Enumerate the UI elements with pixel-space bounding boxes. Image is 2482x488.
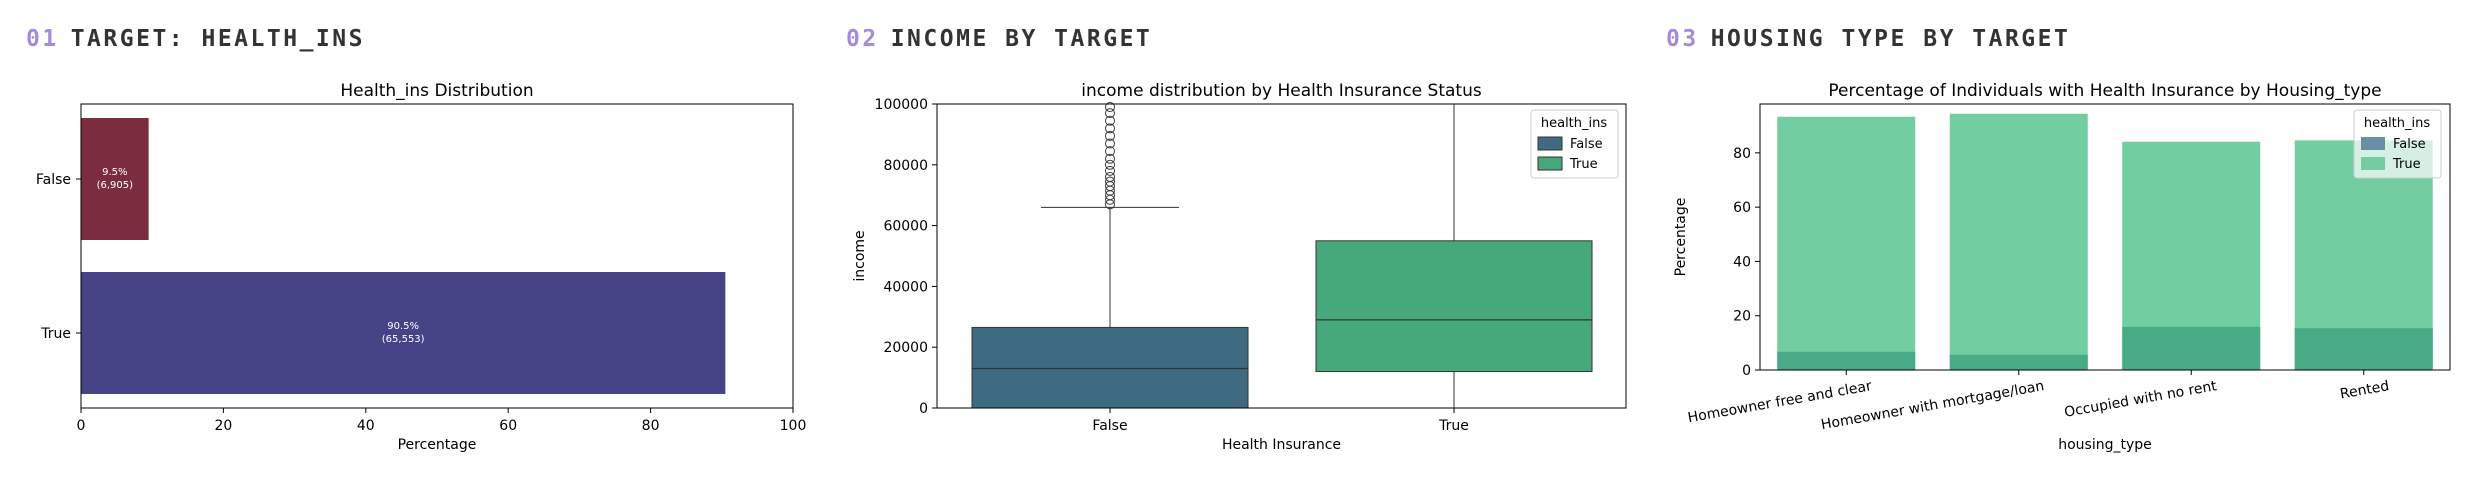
panel-income: 02 INCOME BY TARGET income distribution b… [820,0,1646,488]
outlier-point [1105,108,1115,119]
x-tick-label: False [1092,418,1127,434]
bar-false [1949,354,2088,370]
plot-frame [936,103,1627,409]
legend-title: health_ins [2364,116,2431,131]
chart-title: Health_ins Distribution [340,81,533,101]
y-tick-label: 60 [1733,200,1751,216]
y-tick-label: 20000 [883,340,928,356]
x-tick-label: True [1438,418,1469,434]
outlier-point [1105,123,1115,134]
outlier-point [1105,102,1115,113]
x-tick-label: 80 [642,418,660,434]
bar-true [1777,116,1916,370]
housing-type-bar-chart: Percentage of Individuals with Health In… [1673,81,2451,453]
x-tick-label: Rented [2339,378,2391,402]
x-tick-label: Occupied with no rent [2063,378,2218,421]
panel-housing: 03 HOUSING TYPE BY TARGET Percentage of I… [1640,0,2482,488]
y-tick-label: 60000 [883,219,928,235]
y-tick-label: 0 [919,401,928,417]
chart-title: Percentage of Individuals with Health In… [1828,81,2381,101]
outlier-point [1105,159,1115,170]
bar-label-count: (65,553) [382,334,425,345]
section-header-1: 01 TARGET: HEALTH_INS [26,26,365,52]
bar-label-count: (6,905) [97,180,134,191]
panel-health-ins: 01 TARGET: HEALTH_INS Health_ins Distribu… [0,0,826,488]
outlier-point [1105,153,1115,164]
bar-false [2122,326,2261,370]
x-tick-label: 20 [214,418,232,434]
bar-true [1949,113,2088,371]
legend-swatch [2361,157,2385,170]
outlier-point [1105,176,1115,187]
y-tick-label: 40 [1733,254,1751,270]
box-true [1315,240,1593,373]
legend-label: False [1570,137,1603,152]
outlier-point [1105,171,1115,182]
legend-swatch [2361,137,2385,150]
bar-label-percent: 90.5% [387,321,419,332]
x-tick-label: 100 [780,418,807,434]
bar-false [81,118,149,240]
bar-false [2294,328,2433,370]
outlier-point [1105,115,1115,126]
section-number: 01 [26,26,59,52]
income-boxplot-chart: income distribution by Health Insurance … [852,81,1627,453]
health-ins-distribution-chart: Health_ins Distribution 9.5% (6,905) False 9… [36,81,807,453]
legend-swatch [1537,156,1563,171]
legend-title: health_ins [1541,116,1608,131]
plot-frame [1759,103,2451,371]
bar-false [1777,351,1916,370]
section-number: 03 [1666,26,1699,52]
y-tick-label: 0 [1742,363,1751,379]
legend-label: True [2392,157,2421,172]
y-axis-label: income [852,230,868,281]
outlier-point [1105,130,1115,141]
section-header-3: 03 HOUSING TYPE BY TARGET [1666,26,2070,52]
section-title: INCOME BY TARGET [890,26,1153,52]
y-tick-label: True [40,326,71,342]
y-tick-label: 100000 [875,97,928,113]
chart-title: income distribution by Health Insurance … [1081,81,1482,101]
section-header-2: 02 INCOME BY TARGET [846,26,1152,52]
x-tick-label: 0 [77,418,86,434]
y-tick-label: 20 [1733,309,1751,325]
x-axis-label: housing_type [2058,437,2152,453]
x-axis-label: Health Insurance [1222,437,1341,453]
x-tick-label: 60 [499,418,517,434]
outlier-point [1105,138,1115,149]
y-tick-label: 40000 [883,279,928,295]
section-number: 02 [846,26,879,52]
x-axis-label: Percentage [398,437,477,453]
section-title: TARGET: HEALTH_INS [70,26,365,52]
outlier-point [1105,165,1115,176]
y-tick-label: 80 [1733,146,1751,162]
legend-label: True [1569,157,1598,172]
legend-swatch [1537,136,1563,151]
outlier-point [1105,146,1115,157]
x-tick-label: 40 [357,418,375,434]
bar-label-percent: 9.5% [102,167,127,178]
y-tick-label: 80000 [883,158,928,174]
section-title: HOUSING TYPE BY TARGET [1710,26,2071,52]
box-false [971,326,1249,409]
y-axis-label: Percentage [1673,198,1689,277]
legend-label: False [2393,137,2426,152]
plot-frame [80,103,794,409]
bar-true [81,272,726,394]
y-tick-label: False [36,172,71,188]
